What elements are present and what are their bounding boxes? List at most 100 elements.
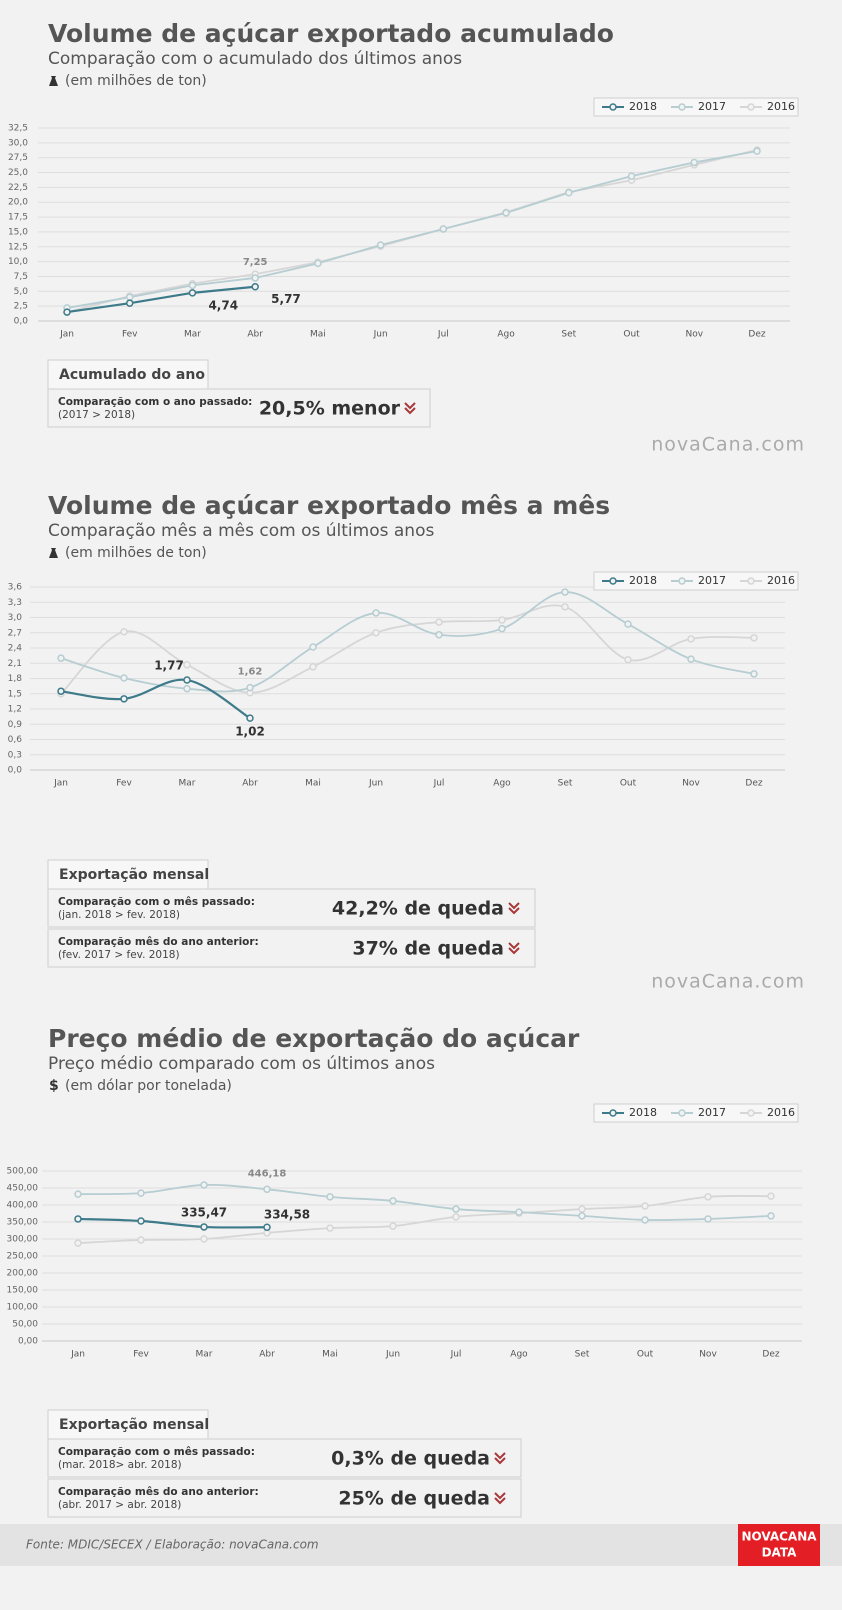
y-tick-label: 1,2: [8, 705, 22, 715]
series-line: [66, 285, 256, 314]
y-tick-label: 0,6: [8, 735, 23, 745]
data-point: [624, 620, 632, 628]
y-tick-label: 0,0: [14, 317, 29, 327]
y-tick-label: 0,3: [8, 750, 22, 760]
data-point: [188, 289, 197, 297]
data-point: [561, 603, 569, 611]
data-label: 7,25: [243, 257, 268, 268]
down-chevron: [508, 942, 520, 955]
data-point: [74, 1190, 82, 1198]
x-tick-label: Dez: [748, 330, 765, 340]
y-tick-label: 2,5: [14, 302, 28, 312]
legend-label: 2017: [698, 1106, 726, 1119]
data-point: [200, 1223, 208, 1231]
row-value: 0,3% de queda: [331, 1448, 490, 1470]
legend-marker: [678, 577, 686, 585]
panel-tab: [47, 359, 209, 390]
unit-symbol: $: [49, 1078, 59, 1094]
x-tick-label: Out: [637, 1350, 654, 1360]
data-point: [137, 1217, 145, 1225]
footer-bar: [0, 1524, 842, 1566]
data-point: [561, 588, 569, 596]
data-point: [125, 299, 134, 307]
data-point: [74, 1215, 82, 1223]
data-point: [246, 714, 254, 722]
panel-row: [47, 388, 431, 428]
data-point: [704, 1215, 712, 1223]
data-point: [498, 616, 506, 624]
y-tick-label: 1,5: [8, 689, 22, 699]
row-label: Comparação com o mês passado:: [58, 1446, 255, 1458]
x-tick-label: Nov: [699, 1350, 717, 1360]
data-point: [624, 655, 632, 664]
x-tick-label: Mai: [310, 330, 326, 340]
row-value: 42,2% de queda: [332, 898, 504, 920]
data-point: [183, 661, 191, 669]
y-tick-label: 3,3: [8, 598, 22, 608]
legend-marker: [747, 103, 755, 111]
x-tick-label: Jul: [450, 1350, 462, 1360]
x-tick-label: Mar: [196, 1350, 213, 1360]
x-tick-label: Jul: [437, 330, 449, 340]
panel-tab: [47, 859, 209, 890]
legend-marker: [747, 577, 755, 585]
series-line: [66, 149, 758, 313]
down-chevron: [508, 902, 520, 915]
logo-text: NOVACANA: [741, 1530, 817, 1544]
data-label: 1,02: [235, 725, 265, 739]
x-tick-label: Nov: [685, 330, 703, 340]
data-point: [376, 241, 385, 249]
logo-box: [738, 1524, 820, 1566]
x-tick-label: Mai: [305, 779, 321, 789]
series-line: [77, 1195, 772, 1244]
row-value: 20,5% menor: [259, 398, 401, 420]
data-point: [200, 1181, 208, 1189]
series-line: [60, 604, 755, 695]
y-tick-label: 150,00: [7, 1286, 39, 1296]
y-tick-label: 250,00: [7, 1252, 39, 1262]
data-point: [251, 274, 259, 282]
row-sub: (2017 > 2018): [58, 409, 135, 421]
data-point: [183, 676, 191, 684]
data-point: [767, 1192, 775, 1200]
data-point: [326, 1193, 334, 1201]
data-point: [515, 1208, 523, 1216]
panel-row: [47, 1438, 522, 1478]
y-tick-label: 0,9: [8, 720, 23, 730]
legend-label: 2016: [767, 1106, 795, 1119]
y-tick-label: 500,00: [7, 1167, 39, 1177]
data-label: 1,77: [154, 659, 184, 673]
data-point: [439, 225, 448, 233]
x-tick-label: Abr: [242, 779, 258, 789]
panel-title: Acumulado do ano: [59, 367, 205, 383]
legend-marker: [609, 577, 617, 585]
data-point: [183, 684, 191, 693]
legend-label: 2017: [698, 100, 726, 113]
data-point: [200, 1235, 208, 1243]
data-label: 5,77: [271, 292, 301, 306]
x-tick-label: Set: [561, 330, 576, 340]
data-point: [309, 643, 317, 651]
data-point: [125, 293, 134, 301]
row-value: 25% de queda: [338, 1488, 490, 1510]
y-tick-label: 2,1: [8, 659, 22, 669]
chart-unit: (em milhões de ton): [65, 73, 207, 89]
data-label: 1,62: [238, 667, 263, 678]
data-point: [263, 1223, 271, 1231]
legend-marker: [609, 103, 617, 111]
data-point: [263, 1185, 271, 1194]
data-point: [372, 629, 380, 637]
y-tick-label: 32,5: [8, 124, 28, 134]
series-line: [77, 1183, 772, 1222]
legend-box: [593, 571, 799, 591]
data-point: [120, 674, 128, 682]
data-label: 446,18: [248, 1168, 287, 1179]
data-point: [687, 655, 695, 663]
row-label: Comparação mês do ano anterior:: [58, 936, 259, 948]
data-point: [641, 1216, 649, 1224]
y-tick-label: 7,5: [14, 272, 28, 282]
data-point: [57, 687, 65, 695]
y-tick-label: 0,0: [8, 766, 23, 776]
panel-title: Exportação mensal: [59, 1417, 209, 1433]
